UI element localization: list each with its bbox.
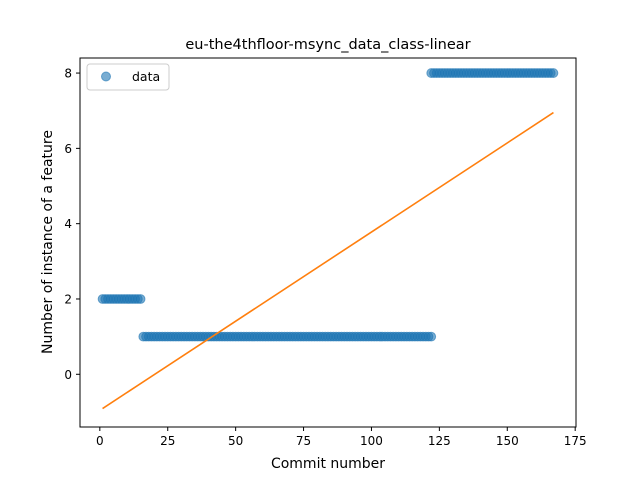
legend-marker	[101, 71, 111, 82]
x-tick-label: 150	[496, 434, 519, 448]
data-point	[426, 331, 437, 342]
x-axis-label: Commit number	[271, 456, 385, 472]
legend: data	[86, 63, 170, 91]
x-axis: 0 25 50 75 100 125 150 175	[96, 427, 587, 448]
y-tick-label: 2	[64, 292, 72, 306]
x-tick-label: 25	[160, 434, 175, 448]
legend-box	[86, 63, 170, 91]
axes-frame	[79, 57, 577, 428]
y-tick-label: 4	[64, 217, 72, 231]
y-axis-label: Number of instance of a feature	[40, 130, 56, 354]
fit-line	[102, 111, 554, 410]
data-point	[135, 294, 146, 304]
x-tick-label: 100	[360, 434, 383, 448]
y-tick-label: 8	[64, 67, 72, 81]
legend-label: data	[132, 69, 160, 84]
x-tick-label: 175	[564, 434, 587, 448]
y-tick-label: 0	[64, 368, 72, 382]
chart-title: eu-the4thfloor-msync_data_class-linear	[185, 37, 470, 53]
y-axis: 0 2 4 6 8	[64, 67, 80, 382]
data-point	[548, 68, 559, 78]
x-tick-label: 0	[96, 434, 104, 448]
x-tick-label: 125	[428, 434, 451, 448]
x-tick-label: 75	[296, 434, 311, 448]
plot-area	[97, 68, 559, 410]
x-tick-label: 50	[228, 434, 243, 448]
y-tick-label: 6	[64, 142, 72, 156]
